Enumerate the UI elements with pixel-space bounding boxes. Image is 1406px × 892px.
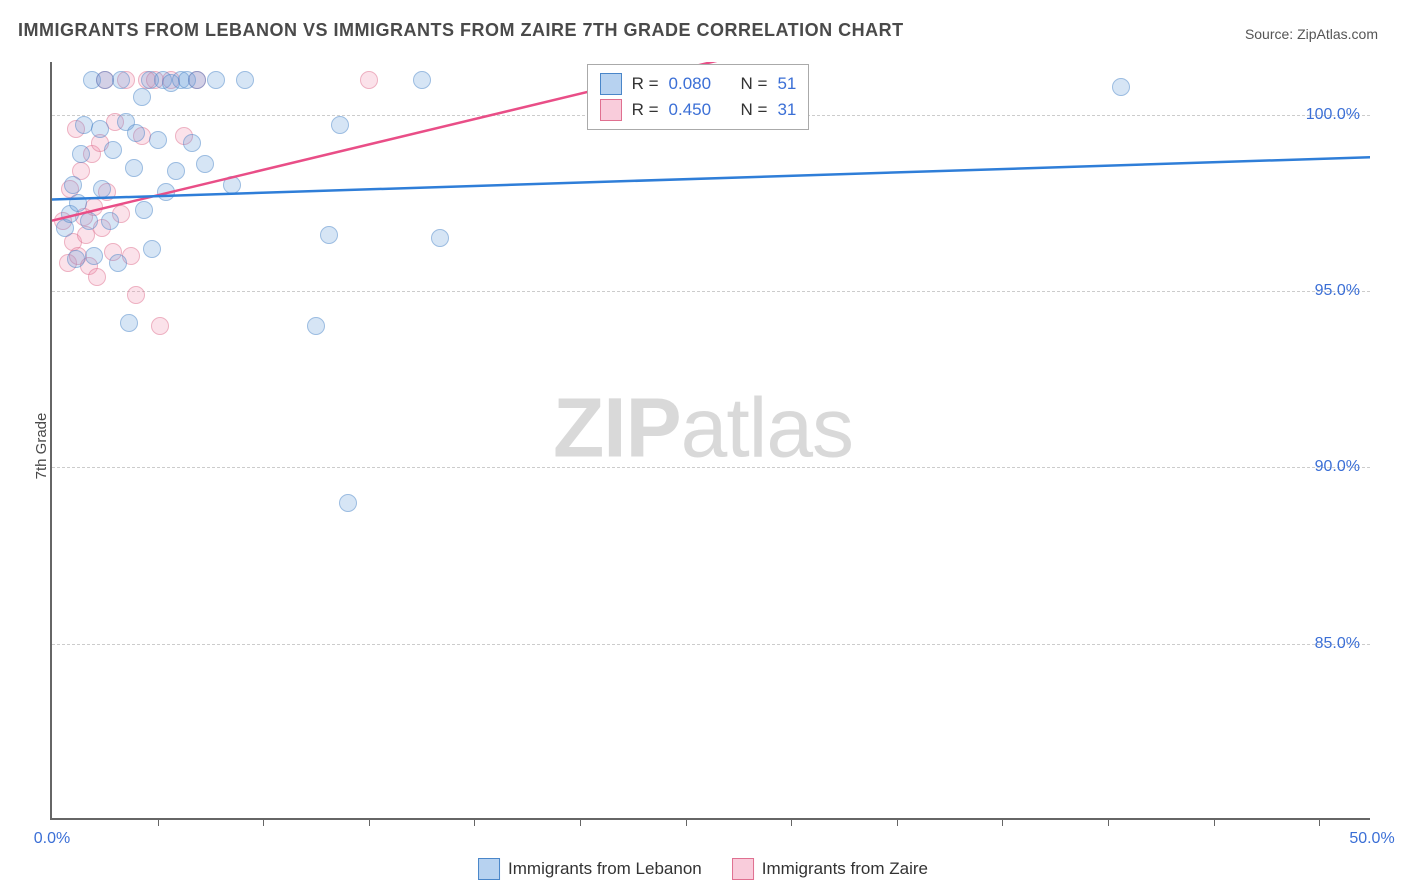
x-tick <box>580 818 581 826</box>
x-tick-label: 50.0% <box>1349 830 1394 848</box>
scatter-point <box>101 212 119 230</box>
legend-top-row: R = 0.450 N = 31 <box>600 97 797 123</box>
scatter-point <box>143 240 161 258</box>
legend-top-row: R = 0.080 N = 51 <box>600 71 797 97</box>
scatter-point <box>133 88 151 106</box>
trend-lines <box>52 62 1370 818</box>
scatter-point <box>339 494 357 512</box>
scatter-point <box>125 159 143 177</box>
scatter-point <box>149 131 167 149</box>
legend-n-label: N = <box>741 74 768 94</box>
y-tick-label: 95.0% <box>1315 282 1360 300</box>
legend-series-label: Immigrants from Zaire <box>762 859 928 879</box>
legend-bottom: Immigrants from Lebanon Immigrants from Z… <box>478 858 928 880</box>
x-tick <box>1214 818 1215 826</box>
scatter-point <box>104 141 122 159</box>
x-tick <box>1108 818 1109 826</box>
scatter-point <box>151 317 169 335</box>
x-tick <box>474 818 475 826</box>
legend-swatch <box>600 73 622 95</box>
scatter-point <box>223 176 241 194</box>
scatter-point <box>307 317 325 335</box>
scatter-point <box>80 212 98 230</box>
x-tick <box>1002 818 1003 826</box>
scatter-point <box>236 71 254 89</box>
legend-r-label: R = <box>632 100 659 120</box>
scatter-point <box>431 229 449 247</box>
scatter-point <box>331 116 349 134</box>
scatter-point <box>109 254 127 272</box>
legend-bottom-item: Immigrants from Lebanon <box>478 858 702 880</box>
x-tick <box>791 818 792 826</box>
scatter-point <box>413 71 431 89</box>
scatter-point <box>67 250 85 268</box>
legend-r-label: R = <box>632 74 659 94</box>
scatter-point <box>183 134 201 152</box>
legend-swatch <box>732 858 754 880</box>
plot-area: 85.0%90.0%95.0%100.0%0.0%50.0%R =0.080 N… <box>50 62 1370 820</box>
scatter-point <box>72 145 90 163</box>
legend-top: R = 0.080 N = 51 R = 0.450 N = 31 <box>587 64 810 130</box>
gridline <box>52 291 1370 292</box>
scatter-point <box>64 176 82 194</box>
y-axis-label: 7th Grade <box>33 413 50 480</box>
scatter-point <box>1112 78 1130 96</box>
x-tick <box>686 818 687 826</box>
chart-title: IMMIGRANTS FROM LEBANON VS IMMIGRANTS FR… <box>18 20 904 41</box>
scatter-point <box>157 183 175 201</box>
scatter-point <box>120 314 138 332</box>
scatter-point <box>135 201 153 219</box>
scatter-point <box>85 247 103 265</box>
legend-n-value: 51 <box>777 74 796 94</box>
x-tick <box>897 818 898 826</box>
y-tick-label: 100.0% <box>1306 106 1360 124</box>
legend-swatch <box>478 858 500 880</box>
source-label: Source: ZipAtlas.com <box>1245 26 1378 42</box>
x-tick <box>1319 818 1320 826</box>
scatter-point <box>127 286 145 304</box>
scatter-point <box>88 268 106 286</box>
x-tick <box>263 818 264 826</box>
legend-n-label: N = <box>741 100 768 120</box>
y-tick-label: 85.0% <box>1315 635 1360 653</box>
scatter-point <box>112 71 130 89</box>
legend-r-value: 0.450 <box>669 100 712 120</box>
scatter-point <box>320 226 338 244</box>
legend-bottom-item: Immigrants from Zaire <box>732 858 928 880</box>
scatter-point <box>196 155 214 173</box>
gridline <box>52 644 1370 645</box>
y-tick-label: 90.0% <box>1315 458 1360 476</box>
legend-swatch <box>600 99 622 121</box>
x-tick <box>158 818 159 826</box>
legend-series-label: Immigrants from Lebanon <box>508 859 702 879</box>
x-tick-label: 0.0% <box>34 830 70 848</box>
legend-n-value: 31 <box>777 100 796 120</box>
scatter-point <box>93 180 111 198</box>
scatter-point <box>207 71 225 89</box>
scatter-point <box>360 71 378 89</box>
scatter-point <box>69 194 87 212</box>
scatter-point <box>188 71 206 89</box>
scatter-point <box>91 120 109 138</box>
scatter-point <box>167 162 185 180</box>
scatter-point <box>127 124 145 142</box>
gridline <box>52 467 1370 468</box>
x-tick <box>369 818 370 826</box>
legend-r-value: 0.080 <box>669 74 712 94</box>
